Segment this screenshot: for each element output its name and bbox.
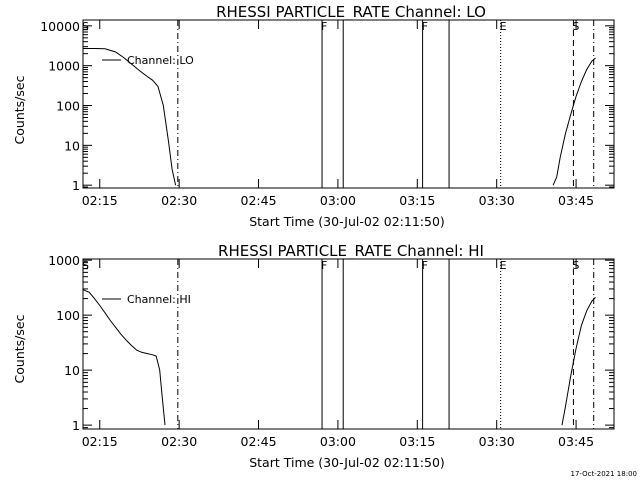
legend-label: Channel: LO	[127, 54, 194, 67]
series-line	[552, 57, 596, 186]
plot-area: 02:15 02:30 02:45 03:00 03:15 03:30 03:45 1 10 10…	[40, 19, 614, 208]
x-tick-label: 03:00	[320, 193, 356, 208]
x-tick-label: 02:45	[241, 434, 277, 449]
x-tick-label: 02:45	[241, 193, 277, 208]
y-tick-label: 10	[64, 138, 80, 153]
x-tick-label: 03:15	[399, 193, 435, 208]
plot-area: 02:15 02:30 02:45 03:00 03:15 03:30 03:45 1 10 10…	[48, 253, 614, 449]
x-axis-label: Start Time (30-Jul-02 02:11:50)	[249, 455, 445, 470]
panel-lo: RHESSI PARTICLE_RATE Channel: LO Start T…	[12, 3, 615, 229]
x-tick-label: 02:30	[161, 434, 197, 449]
y-tick-label: 1	[72, 418, 80, 433]
x-tick-label: 03:30	[479, 434, 515, 449]
corner-marker-label: S	[82, 259, 89, 272]
y-tick-label: 10000	[40, 19, 80, 34]
chart-title: RHESSI PARTICLE_RATE Channel: HI	[218, 242, 484, 261]
event-marker-label: S	[572, 259, 579, 272]
series-line	[82, 289, 166, 426]
y-tick-label: 100	[56, 308, 80, 323]
x-tick-label: 02:15	[82, 193, 118, 208]
y-axis-label: Counts/sec	[12, 314, 27, 383]
chart-title: RHESSI PARTICLE_RATE Channel: LO	[216, 3, 486, 22]
x-tick-label: 03:45	[558, 193, 594, 208]
y-tick-label: 1	[72, 178, 80, 193]
plot-frame	[82, 19, 615, 189]
y-tick-label: 100	[56, 99, 80, 114]
x-tick-label: 02:15	[82, 434, 118, 449]
x-tick-label: 03:45	[558, 434, 594, 449]
event-marker-label: F	[422, 20, 428, 33]
event-marker-label: F	[321, 259, 327, 272]
y-tick-label: 1000	[48, 253, 80, 268]
x-tick-label: 03:15	[399, 434, 435, 449]
panel-hi: RHESSI PARTICLE_RATE Channel: HI Start T…	[12, 242, 615, 470]
event-marker-label: E	[500, 20, 507, 33]
corner-marker-label: S	[82, 20, 89, 33]
event-marker-label: S	[572, 20, 579, 33]
x-tick-label: 03:30	[479, 193, 515, 208]
x-tick-label: 02:30	[161, 193, 197, 208]
timestamp-stamp: 17-Oct-2021 18:00	[571, 470, 637, 478]
x-tick-label: 03:00	[320, 434, 356, 449]
event-marker-label: F	[321, 20, 327, 33]
legend-label: Channel: HI	[127, 293, 191, 306]
x-axis-label: Start Time (30-Jul-02 02:11:50)	[249, 214, 445, 229]
y-tick-label: 1000	[48, 59, 80, 74]
y-axis-label: Counts/sec	[12, 75, 27, 144]
event-marker-label: E	[500, 259, 507, 272]
series-line	[561, 297, 596, 426]
series-line	[83, 48, 177, 186]
y-tick-label: 10	[64, 363, 80, 378]
event-marker-label: F	[422, 259, 428, 272]
